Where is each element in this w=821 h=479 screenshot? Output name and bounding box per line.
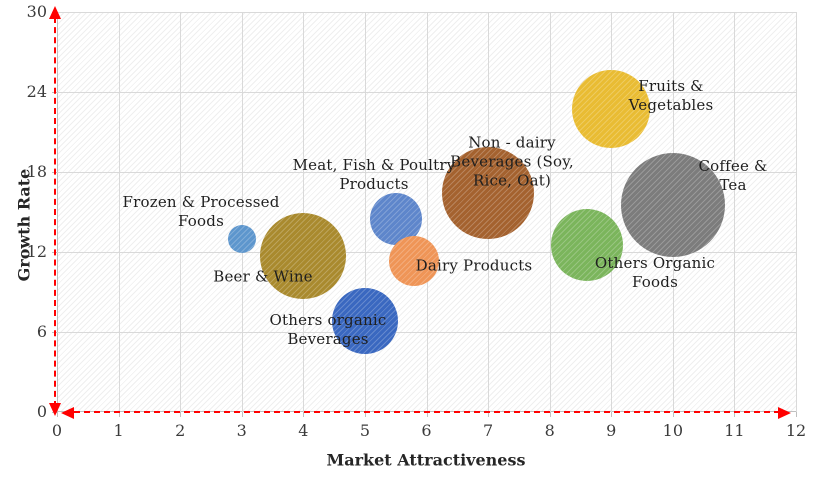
- arrow-up-icon: [49, 6, 61, 19]
- y-tick-label-12: 12: [26, 242, 47, 261]
- x-tick-8: [549, 412, 551, 417]
- gridline-y-30: [57, 12, 796, 13]
- x-tick-label-12: 12: [785, 421, 807, 440]
- x-tick-1: [118, 412, 120, 417]
- bubble-coffee-tea[interactable]: [620, 153, 725, 258]
- y-axis-arrow-line: [54, 17, 56, 407]
- x-tick-12: [796, 412, 797, 417]
- gridline-x-2: [180, 12, 182, 412]
- x-tick-label-9: 9: [606, 421, 617, 440]
- y-tick-label-18: 18: [26, 162, 47, 181]
- x-tick-label-11: 11: [724, 421, 745, 440]
- x-tick-label-6: 6: [421, 421, 432, 440]
- bubble-label-dairy-products: Dairy Products: [415, 256, 533, 275]
- y-tick-label-0: 0: [36, 402, 47, 421]
- bubble-label-non-dairy-beverages: Non - dairy Beverages (Soy, Rice, Oat): [450, 133, 574, 190]
- gridline-y-24: [57, 92, 796, 93]
- bubble-label-frozen-processed-foods: Frozen & Processed Foods: [122, 193, 280, 230]
- bubble-frozen-processed-foods[interactable]: [227, 224, 256, 253]
- gridline-y-6: [57, 332, 796, 333]
- x-tick-7: [488, 412, 490, 417]
- arrow-left-icon: [61, 407, 74, 419]
- bubble-meat-fish-poultry-products[interactable]: [369, 192, 422, 245]
- x-axis-title: Market Attractiveness: [326, 450, 526, 470]
- gridline-x-4: [303, 12, 305, 412]
- x-tick-3: [241, 412, 243, 417]
- gridline-x-3: [241, 12, 243, 412]
- gridline-x-9: [611, 12, 613, 412]
- gridline-x-5: [364, 12, 366, 412]
- bubble-label-beer-wine: Beer & Wine: [213, 267, 313, 286]
- x-tick-label-2: 2: [175, 421, 186, 440]
- x-tick-11: [734, 412, 736, 417]
- bubble-others-organic-beverages[interactable]: [331, 288, 398, 355]
- x-tick-label-10: 10: [662, 421, 683, 440]
- x-tick-label-8: 8: [544, 421, 555, 440]
- x-tick-label-0: 0: [51, 421, 63, 440]
- x-tick-10: [672, 412, 674, 417]
- y-axis-title: Growth Rate: [14, 168, 34, 282]
- arrow-down-icon: [49, 403, 61, 416]
- x-tick-label-1: 1: [113, 421, 124, 440]
- x-tick-label-7: 7: [482, 421, 494, 440]
- gridline-x-12: [796, 12, 797, 412]
- gridline-y-18: [57, 172, 796, 173]
- bubble-others-organic-foods[interactable]: [550, 209, 623, 282]
- bubble-label-fruits-vegetables: Fruits & Vegetables: [628, 77, 714, 114]
- bubble-label-others-organic-beverages: Others organic Beverages: [269, 311, 387, 348]
- x-tick-label-4: 4: [298, 421, 309, 440]
- y-tick-label-6: 6: [36, 322, 47, 341]
- x-tick-9: [611, 412, 613, 417]
- bubble-label-others-organic-foods: Others Organic Foods: [594, 254, 716, 291]
- x-tick-label-3: 3: [236, 421, 247, 440]
- gridline-x-11: [734, 12, 736, 412]
- gridline-x-1: [118, 12, 120, 412]
- arrow-right-icon: [778, 407, 791, 419]
- bubble-dairy-products[interactable]: [389, 236, 440, 287]
- x-tick-2: [180, 412, 182, 417]
- y-tick-label-30: 30: [26, 2, 47, 21]
- bubble-beer-wine[interactable]: [260, 213, 347, 299]
- gridline-x-6: [426, 12, 428, 412]
- x-tick-5: [364, 412, 366, 417]
- bubble-fruits-vegetables[interactable]: [572, 70, 651, 149]
- x-tick-4: [303, 412, 305, 417]
- x-tick-label-5: 5: [359, 421, 370, 440]
- gridline-x-8: [549, 12, 551, 412]
- x-tick-6: [426, 412, 428, 417]
- x-axis-arrow-line: [74, 411, 780, 413]
- bubble-label-coffee-tea: Coffee & Tea: [698, 157, 768, 194]
- bubble-non-dairy-beverages[interactable]: [442, 147, 535, 240]
- y-tick-label-24: 24: [26, 82, 47, 101]
- bubble-label-meat-fish-poultry-products: Meat, Fish & Poultry Products: [292, 156, 456, 193]
